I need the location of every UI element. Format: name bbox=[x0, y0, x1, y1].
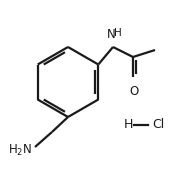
Text: H: H bbox=[114, 28, 122, 38]
Text: N: N bbox=[107, 28, 115, 41]
Text: H: H bbox=[123, 118, 133, 132]
Text: O: O bbox=[129, 85, 139, 98]
Text: H$_2$N: H$_2$N bbox=[8, 143, 32, 158]
Text: Cl: Cl bbox=[152, 118, 164, 132]
